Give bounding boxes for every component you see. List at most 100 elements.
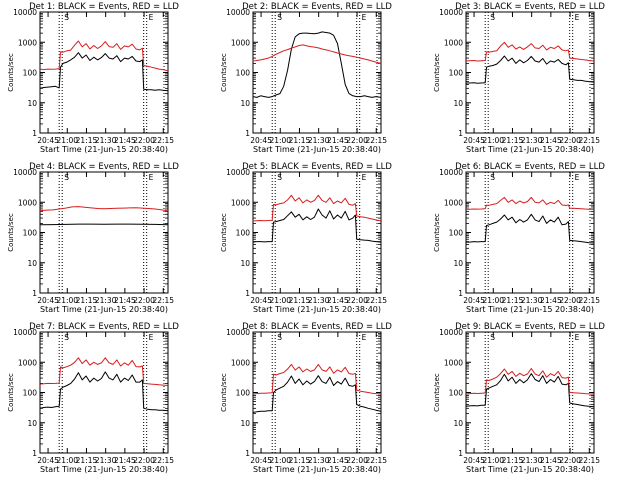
x-tick-label: 22:15 — [152, 456, 174, 465]
x-tick-label: 20:45 — [250, 456, 272, 465]
x-tick-label: 22:15 — [365, 456, 387, 465]
saa-marker-label: E — [362, 333, 367, 342]
series-line-events — [39, 52, 169, 92]
y-tick-label: 100 — [449, 229, 464, 238]
panel-title: Det 4: BLACK = Events, RED = LLD — [29, 162, 179, 172]
y-axis-label: Counts/sec — [220, 373, 228, 412]
y-tick-label: 10000 — [13, 168, 37, 177]
x-axis-label: Start Time (21-Jun-15 20:38:40) — [40, 145, 168, 154]
x-tick-label: 20:45 — [463, 456, 485, 465]
x-tick-label: 21:15 — [502, 136, 524, 145]
y-tick-label: 100 — [449, 389, 464, 398]
y-tick-label: 100 — [449, 69, 464, 78]
x-tick-label: 21:15 — [289, 456, 311, 465]
y-axis-label: Counts/sec — [7, 53, 15, 92]
x-tick-label: 21:00 — [269, 456, 291, 465]
y-tick-label: 1000 — [444, 198, 463, 207]
series-line-lld — [39, 357, 169, 386]
y-tick-label: 1 — [458, 129, 463, 138]
y-axis-label: Counts/sec — [220, 213, 228, 252]
x-axis-label: Start Time (21-Jun-15 20:38:40) — [253, 305, 381, 314]
x-tick-label: 22:00 — [133, 296, 155, 305]
x-tick-label: 22:00 — [559, 136, 581, 145]
x-tick-label: 21:00 — [269, 136, 291, 145]
x-tick-label: 21:45 — [114, 456, 136, 465]
saa-marker-label: S — [64, 13, 69, 22]
y-tick-label: 10000 — [226, 328, 250, 337]
saa-marker-label: S — [490, 333, 495, 342]
x-tick-label: 20:45 — [37, 136, 59, 145]
x-tick-label: 22:00 — [346, 136, 368, 145]
x-tick-label: 20:45 — [37, 296, 59, 305]
x-tick-label: 22:15 — [578, 136, 600, 145]
x-tick-label: 21:15 — [289, 296, 311, 305]
series-line-lld — [252, 363, 382, 395]
series-line-events — [466, 55, 595, 84]
series-line-lld — [39, 40, 169, 72]
x-tick-label: 21:30 — [95, 136, 117, 145]
y-tick-label: 1000 — [18, 38, 37, 47]
y-tick-label: 10 — [240, 259, 250, 268]
y-axis-label: Counts/sec — [433, 53, 441, 92]
x-tick-label: 21:00 — [56, 136, 78, 145]
y-tick-label: 1 — [245, 449, 250, 458]
saa-marker-label: S — [490, 13, 495, 22]
panel-title: Det 7: BLACK = Events, RED = LLD — [29, 322, 179, 332]
x-tick-label: 21:45 — [540, 136, 562, 145]
y-tick-label: 1000 — [231, 38, 250, 47]
saa-marker-label: E — [575, 13, 580, 22]
x-tick-label: 21:30 — [95, 456, 117, 465]
x-tick-label: 21:15 — [502, 456, 524, 465]
x-tick-label: 22:15 — [152, 136, 174, 145]
x-tick-label: 21:45 — [327, 136, 349, 145]
saa-marker-label: E — [149, 333, 154, 342]
series-line-events — [252, 31, 382, 98]
y-tick-label: 10000 — [226, 8, 250, 17]
y-tick-label: 100 — [236, 229, 251, 238]
x-tick-label: 21:00 — [482, 136, 504, 145]
x-tick-label: 21:30 — [308, 296, 330, 305]
y-axis-label: Counts/sec — [7, 213, 15, 252]
panel-6: Det 6: BLACK = Events, RED = LLD 1 10 100 10… — [433, 162, 605, 314]
x-tick-label: 21:30 — [308, 136, 330, 145]
x-axis-label: Start Time (21-Jun-15 20:38:40) — [466, 145, 594, 154]
saa-marker-label: E — [149, 173, 154, 182]
panel-8: Det 8: BLACK = Events, RED = LLD 1 10 100 10… — [220, 322, 392, 474]
x-tick-label: 21:45 — [327, 456, 349, 465]
panel-5: Det 5: BLACK = Events, RED = LLD 1 10 100 10… — [220, 162, 392, 314]
saa-marker-label: E — [362, 173, 367, 182]
y-tick-label: 100 — [23, 389, 38, 398]
x-tick-label: 22:00 — [559, 296, 581, 305]
panel-title: Det 9: BLACK = Events, RED = LLD — [455, 322, 605, 332]
series-line-lld — [465, 41, 595, 62]
x-tick-label: 20:45 — [463, 296, 485, 305]
panel-9: Det 9: BLACK = Events, RED = LLD 1 10 100 10… — [433, 322, 605, 474]
x-tick-label: 21:45 — [114, 136, 136, 145]
x-tick-label: 22:15 — [578, 456, 600, 465]
y-tick-label: 100 — [23, 229, 38, 238]
series-line-lld — [252, 194, 382, 222]
y-tick-label: 10000 — [439, 328, 463, 337]
y-tick-label: 10 — [240, 99, 250, 108]
series-line-lld — [252, 44, 382, 64]
x-tick-label: 20:45 — [250, 296, 272, 305]
saa-marker-label: S — [490, 173, 495, 182]
x-tick-label: 21:30 — [521, 136, 543, 145]
x-tick-label: 21:15 — [76, 136, 98, 145]
panel-title: Det 8: BLACK = Events, RED = LLD — [242, 322, 392, 332]
saa-marker-label: E — [575, 173, 580, 182]
series-line-events — [39, 223, 169, 226]
y-tick-label: 10 — [27, 419, 37, 428]
y-tick-label: 10000 — [13, 8, 37, 17]
y-tick-label: 10000 — [439, 168, 463, 177]
series-line-lld — [465, 368, 595, 395]
y-tick-label: 10 — [453, 99, 463, 108]
x-tick-label: 22:00 — [346, 456, 368, 465]
y-tick-label: 1000 — [231, 358, 250, 367]
panel-title: Det 2: BLACK = Events, RED = LLD — [242, 2, 392, 12]
x-tick-label: 22:00 — [133, 456, 155, 465]
y-tick-label: 1 — [32, 289, 37, 298]
y-axis-label: Counts/sec — [7, 373, 15, 412]
